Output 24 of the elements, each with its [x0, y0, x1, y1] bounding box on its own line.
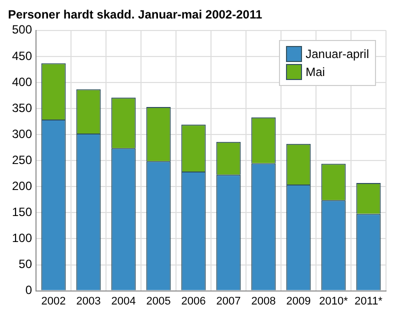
x-tick-label: 2009 [286, 295, 311, 308]
x-tick-label: 2004 [111, 295, 136, 308]
y-tick-label: 450 [12, 48, 32, 63]
x-tick-label: 2005 [146, 295, 171, 308]
y-tick-label: 400 [12, 74, 32, 89]
y-tick-label: 200 [12, 178, 32, 193]
y-tick-label: 350 [12, 100, 32, 115]
x-tick-label: 2007 [216, 295, 241, 308]
y-tick-label: 250 [12, 152, 32, 167]
y-tick-label: 100 [12, 231, 32, 246]
y-tick-label: 300 [12, 126, 32, 141]
legend-label: Mai [306, 64, 325, 82]
x-tick-label: 2002 [41, 295, 66, 308]
y-tick-label: 500 [12, 22, 32, 37]
x-tick-label: 2010* [319, 295, 349, 308]
x-tick-label: 2011* [354, 295, 384, 308]
x-tick-label: 2003 [76, 295, 101, 308]
y-tick-label: 50 [18, 257, 32, 272]
x-tick-label: 2006 [181, 295, 206, 308]
y-tick-label: 0 [25, 283, 32, 298]
x-tick-label: 2008 [251, 295, 276, 308]
y-tick-label: 150 [12, 204, 32, 219]
chart-title: Personer hardt skadd. Januar-mai 2002-2011 [8, 8, 262, 22]
legend-label: Januar-april [306, 46, 369, 64]
